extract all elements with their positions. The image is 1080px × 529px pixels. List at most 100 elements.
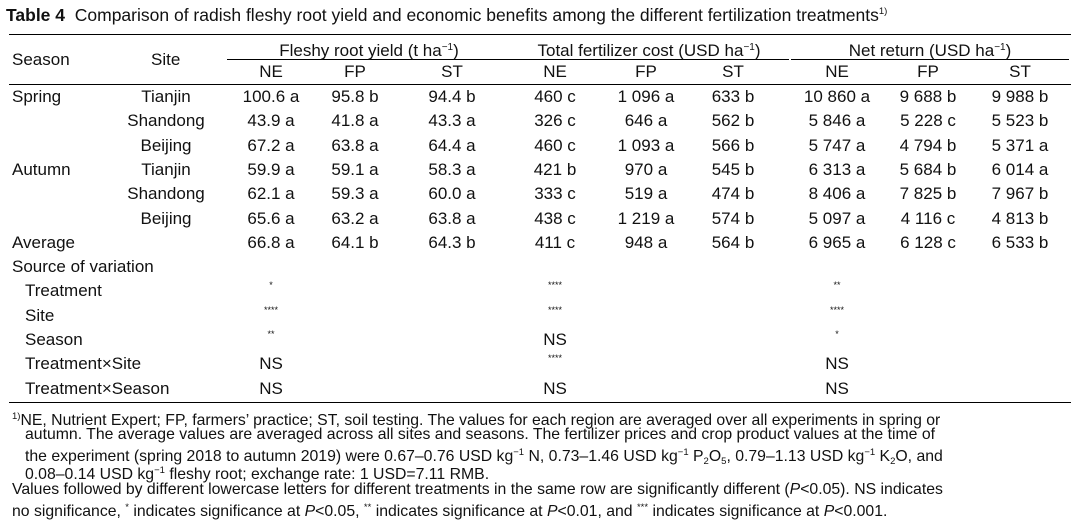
row-season: Average (12, 232, 76, 252)
table-cell: 66.8 a (247, 232, 295, 252)
variation-net-value: * (835, 329, 839, 339)
table-cell: 421 b (533, 159, 577, 179)
table-cell: 6 128 c (900, 232, 956, 252)
table-cell: 100.6 a (242, 87, 300, 106)
table-cell: 1 219 a (617, 208, 675, 228)
table-cell: 58.3 a (428, 159, 476, 179)
header-group-cost: Total fertilizer cost (USD ha−1) (537, 41, 761, 60)
table-cell: 460 c (534, 135, 576, 155)
table-caption: Table 4 Comparison of radish fleshy root… (6, 5, 887, 26)
row-site: Beijing (140, 208, 192, 228)
table-cell: 460 c (534, 87, 576, 106)
variation-cost-value: NS (543, 378, 567, 398)
table-cell: 7 825 b (899, 184, 957, 204)
caption-footnote-mark: 1) (878, 6, 888, 18)
header-group-yield: Fleshy root yield (t ha−1) (279, 41, 459, 60)
variation-label: Site (25, 305, 55, 325)
table-cell: 566 b (711, 135, 755, 155)
subheader-fp: FP (917, 62, 939, 81)
table-cell: 1 096 a (617, 87, 675, 106)
footnote-1-line-2: autumn. The average values are averaged … (25, 426, 935, 443)
variation-cost-value: **** (547, 304, 563, 315)
row-site: Beijing (140, 135, 192, 155)
table-cell: 6 965 a (808, 232, 866, 252)
table-cell: 10 860 a (803, 87, 871, 106)
subheader-st: ST (722, 62, 744, 81)
table-cell: 519 a (624, 184, 668, 204)
group-rule-yield (227, 59, 510, 60)
row-site: Shandong (127, 111, 205, 131)
table-cell: 574 b (711, 208, 755, 228)
table-cell: 1 093 a (617, 135, 675, 155)
table-cell: 65.6 a (247, 208, 295, 228)
table-cell: 9 688 b (899, 87, 957, 106)
variation-net-value: NS (825, 354, 849, 374)
table-cell: 646 a (624, 111, 668, 131)
header-bottom-rule (9, 84, 1071, 85)
caption-text: Comparison of radish fleshy root yield a… (74, 5, 879, 25)
variation-yield-value: ** (267, 329, 275, 339)
subheader-st: ST (441, 62, 463, 81)
table-cell: 62.1 a (247, 184, 295, 204)
header-group-net: Net return (USD ha−1) (848, 41, 1012, 60)
table-cell: 326 c (534, 111, 576, 131)
table-cell: 43.9 a (247, 111, 295, 131)
subheader-ne: NE (543, 62, 567, 81)
row-season: Spring (12, 87, 62, 106)
table-cell: 64.3 b (428, 232, 476, 252)
row-site: Shandong (127, 184, 205, 204)
table-cell: 970 a (624, 159, 668, 179)
table-cell: 5 747 a (808, 135, 866, 155)
table-label: Table 4 (6, 5, 66, 25)
variation-net-value: NS (825, 378, 849, 398)
table-cell: 67.2 a (247, 135, 295, 155)
row-site: Tianjin (141, 159, 191, 179)
table-cell: 63.8 a (331, 135, 379, 155)
subheader-fp: FP (635, 62, 657, 81)
variation-yield-value: NS (259, 378, 283, 398)
table-cell: 4 116 c (900, 208, 956, 228)
subheader-fp: FP (344, 62, 366, 81)
group-rule-cost (510, 59, 789, 60)
variation-yield-value: * (269, 280, 273, 291)
table-cell: 6 313 a (808, 159, 866, 179)
header-season: Season (12, 50, 70, 69)
table-cell: 59.1 a (331, 159, 379, 179)
table-cell: 333 c (534, 184, 576, 204)
table-cell: 63.2 a (331, 208, 379, 228)
table-cell: 5 097 a (808, 208, 866, 228)
table-cell: 41.8 a (331, 111, 379, 131)
table-cell: 4 794 b (899, 135, 957, 155)
header-site: Site (151, 50, 181, 69)
table-cell: 60.0 a (428, 184, 476, 204)
group-rule-net (791, 59, 1069, 60)
table-cell: 411 c (534, 232, 576, 252)
table-cell: 562 b (711, 111, 755, 131)
table-cell: 5 846 a (808, 111, 866, 131)
table-cell: 7 967 b (991, 184, 1049, 204)
variation-cost-value: **** (547, 280, 563, 291)
variation-net-value: ** (833, 280, 841, 291)
footnote-1-line-4: 0.08–0.14 USD kg−1 fleshy root; exchange… (25, 465, 490, 483)
variation-label: Season (25, 330, 83, 349)
subheader-ne: NE (825, 62, 849, 81)
variation-yield-value: **** (263, 304, 279, 315)
table-cell: 8 406 a (808, 184, 866, 204)
table-cell: 633 b (711, 87, 755, 106)
table-cell: 95.8 b (331, 87, 379, 106)
variation-cost-value: NS (543, 330, 567, 349)
table-cell: 545 b (711, 159, 755, 179)
variation-yield-value: NS (259, 354, 283, 374)
subheader-ne: NE (259, 62, 283, 81)
top-rule (9, 34, 1071, 35)
table-cell: 94.4 b (428, 87, 476, 106)
table-cell: 474 b (711, 184, 755, 204)
variation-label: Treatment×Site (25, 354, 142, 374)
table-cell: 5 523 b (991, 111, 1049, 131)
subheader-st: ST (1009, 62, 1031, 81)
variation-label: Treatment×Season (25, 378, 170, 398)
table-cell: 5 228 c (900, 111, 956, 131)
variation-cost-value: **** (547, 353, 563, 364)
table-cell: 5 371 a (991, 135, 1049, 155)
row-site: Tianjin (141, 87, 191, 106)
